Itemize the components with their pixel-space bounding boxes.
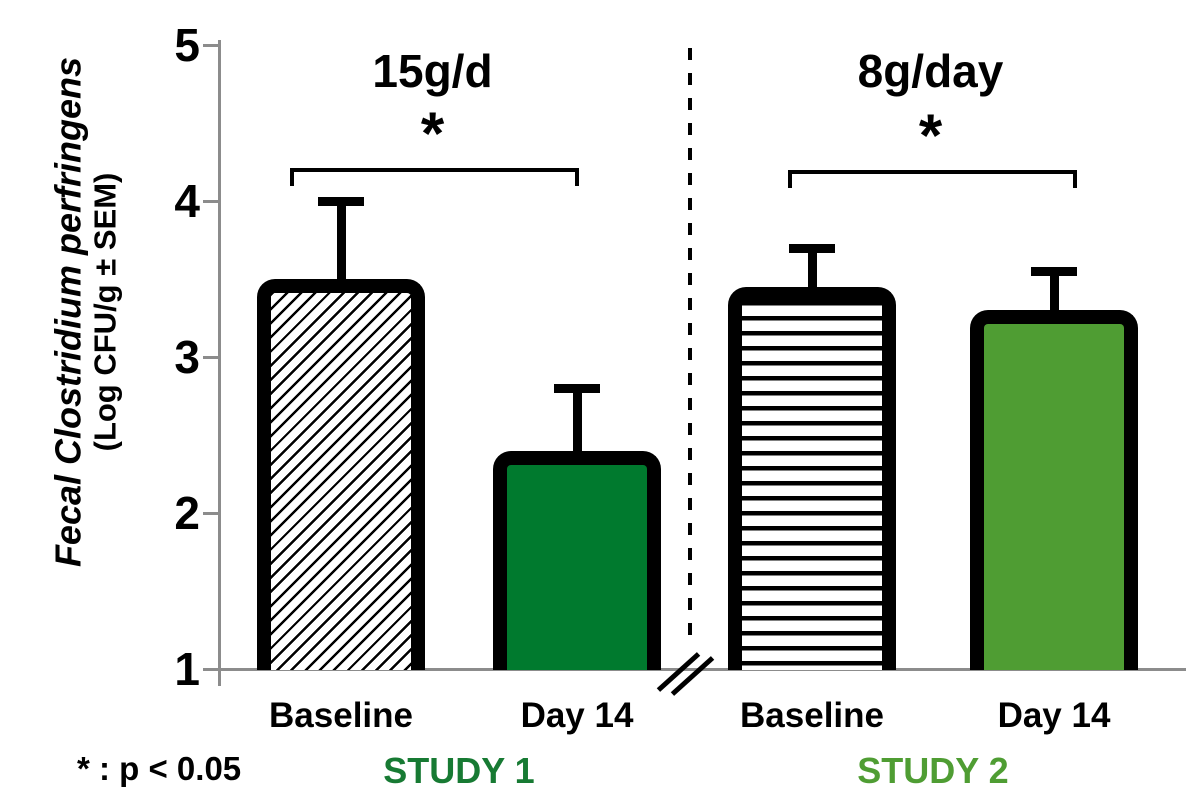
y-tick-label: 2 bbox=[174, 487, 200, 539]
significance-bracket-end bbox=[575, 168, 579, 186]
study-label: STUDY 1 bbox=[383, 750, 535, 791]
y-axis-title-line1: Fecal Clostridium perfringens bbox=[47, 56, 89, 568]
bar-study1-day14 bbox=[493, 451, 661, 670]
y-axis-line bbox=[218, 40, 221, 686]
significance-bracket-line bbox=[788, 170, 1077, 174]
study-divider-dashed-line bbox=[688, 48, 692, 645]
significance-bracket-end bbox=[1073, 170, 1077, 188]
error-bar-stem bbox=[1050, 271, 1059, 322]
significance-bracket-line bbox=[290, 168, 579, 172]
bar-study2-baseline bbox=[728, 287, 896, 670]
x-category-label: Day 14 bbox=[997, 696, 1111, 735]
error-bar-cap bbox=[554, 384, 600, 393]
y-tick-mark bbox=[203, 356, 219, 359]
error-bar-cap bbox=[318, 197, 364, 206]
significance-bracket-end bbox=[290, 168, 294, 186]
y-tick-mark bbox=[203, 44, 219, 47]
error-bar-cap bbox=[789, 244, 835, 253]
study-label: STUDY 2 bbox=[857, 750, 1009, 791]
significance-bracket-end bbox=[788, 170, 792, 188]
dose-label: 15g/d bbox=[372, 45, 493, 97]
x-category-label: Day 14 bbox=[520, 696, 634, 735]
error-bar-stem bbox=[573, 388, 582, 463]
bar-study1-baseline bbox=[257, 279, 425, 670]
significance-asterisk: * bbox=[918, 102, 943, 169]
error-bar-stem bbox=[808, 248, 817, 299]
bar-study2-day14 bbox=[970, 310, 1138, 670]
y-tick-label: 3 bbox=[174, 331, 200, 383]
significance-footnote: * : p < 0.05 bbox=[77, 750, 242, 787]
dose-label: 8g/day bbox=[857, 45, 1004, 97]
error-bar-cap bbox=[1031, 267, 1077, 276]
y-tick-label: 4 bbox=[174, 175, 200, 227]
x-category-label: Baseline bbox=[740, 696, 884, 735]
y-tick-mark bbox=[203, 512, 219, 515]
y-tick-mark bbox=[203, 200, 219, 203]
x-category-label: Baseline bbox=[269, 696, 413, 735]
y-tick-label: 1 bbox=[174, 643, 200, 695]
y-tick-label: 5 bbox=[174, 19, 200, 71]
y-tick-mark bbox=[203, 668, 219, 671]
error-bar-stem bbox=[337, 201, 346, 291]
significance-asterisk: * bbox=[420, 100, 445, 167]
